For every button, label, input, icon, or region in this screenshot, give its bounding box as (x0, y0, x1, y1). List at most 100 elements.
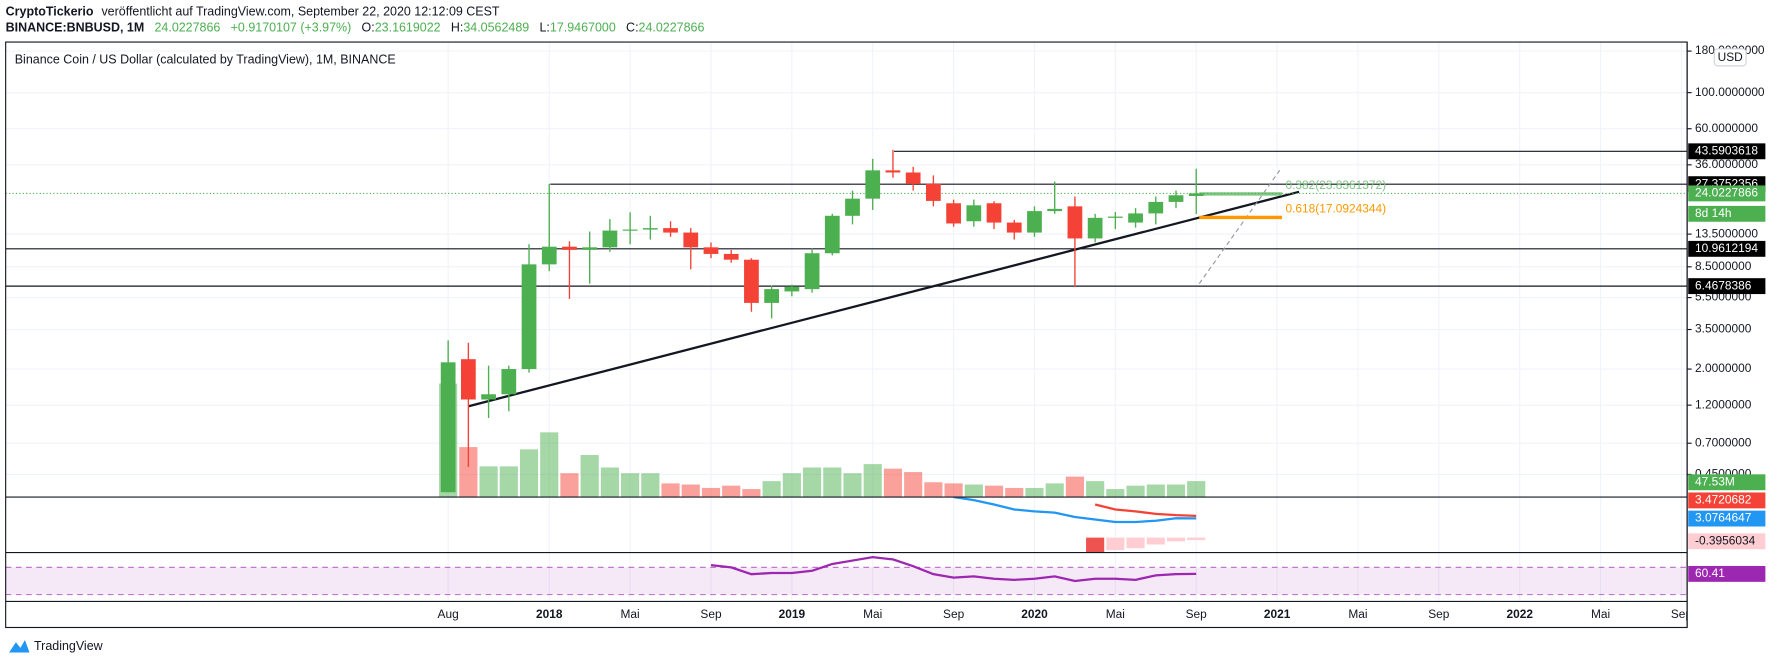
macd-histogram-bar (1126, 537, 1145, 549)
candle-body (703, 247, 719, 254)
footer: TradingView (34, 639, 104, 653)
volume-bar (1106, 489, 1125, 498)
candle-body (885, 170, 901, 173)
volume-bar (1025, 487, 1044, 498)
candle-body (764, 289, 780, 303)
candle-body (683, 232, 699, 248)
volume-bar (1166, 484, 1186, 498)
fib-label: 0.618(17.0924344) (1285, 202, 1386, 216)
x-tick-label: Mai (1106, 607, 1125, 621)
candle-body (865, 170, 881, 199)
ohlc-label: L: (540, 21, 550, 35)
candle-body (622, 229, 638, 231)
y-tick-label: 2.0000000 (1695, 361, 1752, 375)
volume-bar (1126, 485, 1145, 498)
candle-body (804, 253, 820, 290)
level-label-box (1688, 143, 1766, 160)
rsi-band (5, 567, 1688, 595)
grid (5, 42, 1688, 602)
volume-label: 47.53M (1695, 474, 1735, 488)
change: +0.9170107 (+3.97%) (231, 21, 352, 35)
candle-body (1128, 213, 1143, 223)
signal-label-box (1688, 492, 1766, 509)
logo-mark (9, 639, 30, 653)
volume-bar (560, 473, 579, 498)
x-tick-label: 2022 (1506, 607, 1533, 621)
candle-body (501, 369, 517, 395)
candle-body (602, 230, 618, 248)
y-tick-label: 100.0000000 (1695, 85, 1765, 99)
macd-label: 3.0764647 (1695, 511, 1752, 525)
x-tick-label: Sep (1186, 607, 1208, 621)
candle-body (824, 215, 840, 254)
countdown-label-box (1688, 205, 1766, 222)
frame (5, 41, 1688, 629)
candle-body (1087, 217, 1103, 239)
line (710, 556, 1197, 583)
volume-bar (722, 485, 741, 498)
volume-bar (701, 487, 721, 498)
level-label-box (1688, 240, 1766, 257)
price: 24.0227866 (154, 21, 220, 35)
candle-body (1027, 211, 1042, 233)
volume-bar (843, 473, 862, 498)
level-label: 10.9612194 (1695, 241, 1758, 255)
volume-label-box (1688, 474, 1766, 491)
volume-bar (1086, 481, 1105, 498)
last-price-label-box (1688, 185, 1766, 202)
line (953, 497, 1197, 524)
volume-bar (661, 483, 680, 498)
x-tick-label: Aug (438, 607, 459, 621)
trendline (468, 190, 1300, 408)
volume-bar (742, 489, 761, 498)
x-tick-label: 2019 (779, 607, 806, 621)
published: veröffentlicht auf TradingView.com, Sept… (101, 5, 499, 19)
symbol-line: BINANCE:BNBUSD, 1M 24.0227866 +0.9170107… (6, 21, 705, 35)
volume-bar (681, 484, 700, 498)
volume-bar (823, 467, 842, 498)
histogram-label-box (1688, 533, 1766, 550)
candle-body (926, 183, 941, 201)
volume-bar (1187, 481, 1206, 498)
volume-bar (924, 482, 943, 498)
ohlc-value: 24.0227866 (639, 21, 705, 35)
candle-body (723, 253, 739, 260)
candle-body (642, 228, 658, 230)
volume-bar (519, 449, 539, 498)
candle-body (481, 394, 496, 400)
x-tick-label: 2018 (536, 607, 563, 621)
level-label: 6.4678386 (1695, 278, 1752, 292)
x-tick-label: Mai (863, 607, 882, 621)
histogram-label: -0.3956034 (1695, 533, 1756, 547)
candle-body (1188, 193, 1204, 196)
volume-bar (580, 455, 599, 498)
volume-bar (782, 473, 801, 498)
volume-bar (904, 472, 923, 498)
symbol: BINANCE:BNBUSD, 1M (6, 21, 145, 35)
candle-body (1148, 201, 1164, 214)
volume-bar (863, 464, 882, 498)
candle-body (582, 247, 598, 250)
x-tick-label: Mai (621, 607, 640, 621)
y-tick-label: 36.0000000 (1695, 157, 1758, 171)
y-tick-label: 13.5000000 (1695, 226, 1758, 240)
ohlc-value: 34.0562489 (463, 21, 529, 35)
fib-label: 0.382(23.8361372) (1285, 178, 1386, 192)
ohlc-value: 23.1619022 (375, 21, 441, 35)
ohlc-label: H: (451, 21, 463, 35)
candle-body (440, 362, 456, 493)
volume-bar (1146, 484, 1165, 498)
candle-body (663, 228, 678, 233)
last-price-label: 24.0227866 (1695, 186, 1758, 200)
candle-body (845, 198, 860, 216)
chart-title: Binance Coin / US Dollar (calculated by … (15, 53, 396, 67)
volume-bar (984, 485, 1004, 498)
candle-body (946, 203, 961, 224)
macd-histogram-bar (1086, 537, 1105, 553)
ohlc-value: 17.9467000 (550, 21, 616, 35)
candle-body (966, 205, 982, 222)
x-tick-label: 2021 (1264, 607, 1291, 621)
